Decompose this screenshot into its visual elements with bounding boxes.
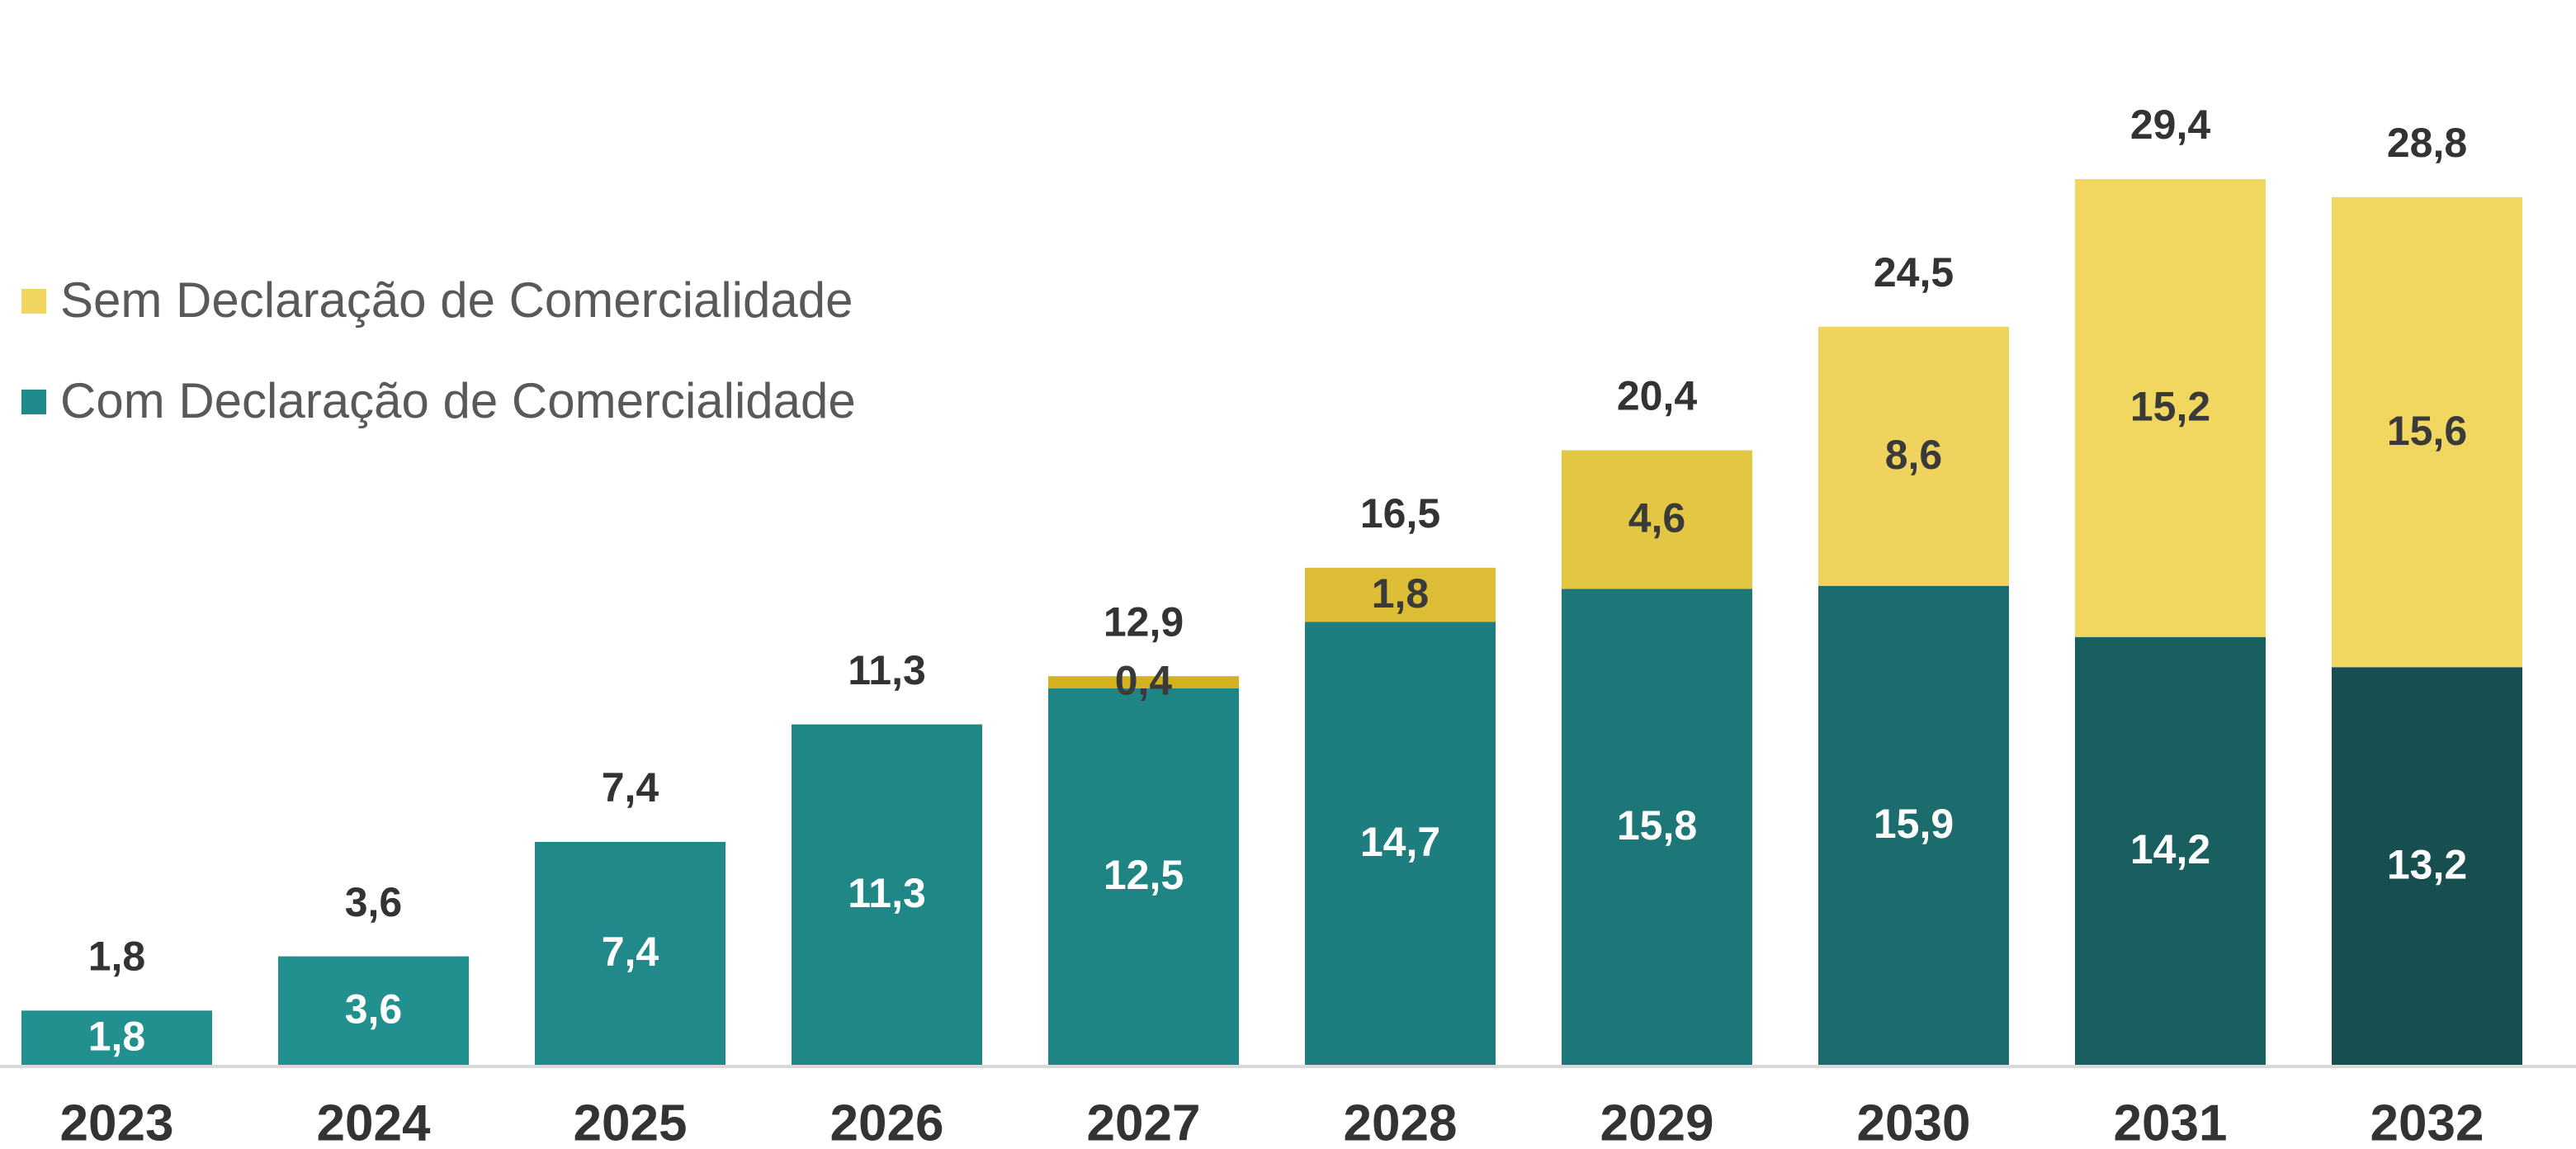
bar-segment — [1818, 585, 2009, 1065]
total-label: 11,3 — [848, 647, 926, 693]
x-tick-label: 2023 — [60, 1095, 174, 1149]
bar-segment — [2332, 667, 2522, 1065]
total-label: 20,4 — [1617, 373, 1698, 419]
value-label: 1,8 — [1372, 570, 1430, 617]
x-tick-label: 2025 — [574, 1095, 688, 1149]
bar-segment — [2332, 196, 2522, 668]
value-label: 0,4 — [1115, 658, 1173, 704]
value-label: 1,8 — [88, 1013, 146, 1059]
total-label: 16,5 — [1360, 490, 1440, 537]
value-label: 15,2 — [2130, 384, 2210, 430]
legend-label: Com Declaração de Comercialidade — [60, 373, 856, 428]
x-tick-label: 2032 — [2370, 1095, 2484, 1149]
legend-label: Sem Declaração de Comercialidade — [60, 272, 853, 328]
value-label: 14,2 — [2130, 826, 2210, 872]
bar-segment — [1305, 567, 1496, 622]
x-tick-label: 2029 — [1600, 1095, 1714, 1149]
total-label: 24,5 — [1874, 249, 1954, 296]
legend-swatch — [21, 390, 46, 414]
x-tick-label: 2028 — [1344, 1095, 1458, 1149]
bar-segment — [1048, 676, 1239, 688]
bar-segment — [278, 956, 469, 1065]
total-label: 12,9 — [1104, 598, 1184, 645]
value-label: 4,6 — [1628, 495, 1686, 541]
value-label: 11,3 — [848, 870, 926, 916]
bar-segment — [1818, 326, 2009, 586]
bar-segment — [1562, 450, 1752, 589]
legend-swatch — [21, 289, 46, 314]
value-label: 3,6 — [345, 986, 403, 1033]
bar-segment — [1562, 589, 1752, 1065]
x-tick-label: 2026 — [830, 1095, 944, 1149]
x-tick-label: 2030 — [1857, 1095, 1971, 1149]
total-label: 3,6 — [345, 879, 403, 925]
value-label: 15,8 — [1617, 802, 1697, 849]
total-label: 7,4 — [602, 764, 659, 811]
value-label: 7,4 — [602, 929, 659, 975]
value-label: 8,6 — [1885, 432, 1943, 478]
value-label: 15,6 — [2387, 408, 2467, 454]
x-tick-label: 2027 — [1087, 1095, 1201, 1149]
bar-segment — [1305, 622, 1496, 1065]
value-label: 15,9 — [1874, 801, 1954, 847]
bar-segment — [792, 724, 982, 1065]
bar-segment — [535, 841, 726, 1065]
bar-segment — [2075, 179, 2266, 637]
total-label: 1,8 — [88, 934, 146, 980]
x-tick-label: 2024 — [317, 1095, 431, 1149]
value-label: 14,7 — [1360, 819, 1440, 865]
total-label: 29,4 — [2130, 102, 2211, 148]
bar-segment — [2075, 636, 2266, 1065]
bar-segment — [1048, 688, 1239, 1065]
bar-segment — [21, 1010, 212, 1065]
value-label: 13,2 — [2387, 841, 2467, 887]
value-label: 12,5 — [1104, 852, 1184, 898]
x-tick-label: 2031 — [2114, 1095, 2228, 1149]
total-label: 28,8 — [2387, 120, 2467, 166]
